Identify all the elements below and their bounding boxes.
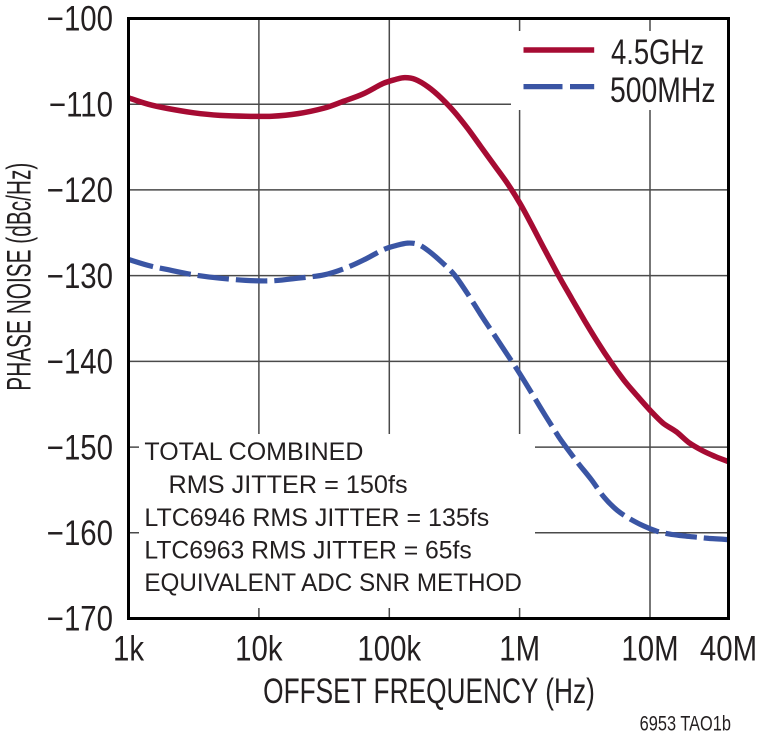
svg-text:−120: −120 [47,171,113,210]
svg-text:500MHz: 500MHz [610,70,716,110]
svg-text:10k: 10k [235,629,283,668]
svg-text:LTC6946 RMS JITTER = 135fs: LTC6946 RMS JITTER = 135fs [144,504,489,532]
svg-text:1M: 1M [499,629,540,668]
svg-text:10M: 10M [621,629,678,668]
svg-text:RMS JITTER = 150fs: RMS JITTER = 150fs [169,471,408,499]
svg-text:−130: −130 [47,256,113,295]
svg-text:−150: −150 [47,428,113,467]
svg-text:PHASE NOISE (dBc/Hz): PHASE NOISE (dBc/Hz) [0,163,39,391]
svg-text:OFFSET FREQUENCY (Hz): OFFSET FREQUENCY (Hz) [263,671,595,711]
svg-text:40M: 40M [700,629,757,668]
svg-text:−110: −110 [49,85,113,124]
svg-text:−140: −140 [47,342,113,381]
svg-text:−160: −160 [47,514,113,553]
svg-text:1k: 1k [113,629,145,668]
svg-text:EQUIVALENT ADC SNR METHOD: EQUIVALENT ADC SNR METHOD [144,570,521,597]
svg-text:100k: 100k [357,629,422,668]
svg-text:4.5GHz: 4.5GHz [611,33,704,72]
svg-text:LTC6963 RMS JITTER = 65fs: LTC6963 RMS JITTER = 65fs [144,536,471,564]
svg-text:−170: −170 [47,599,113,638]
svg-text:TOTAL COMBINED: TOTAL COMBINED [144,438,363,466]
svg-text:−100: −100 [47,0,113,38]
svg-text:6953 TAO1b: 6953 TAO1b [640,712,731,735]
